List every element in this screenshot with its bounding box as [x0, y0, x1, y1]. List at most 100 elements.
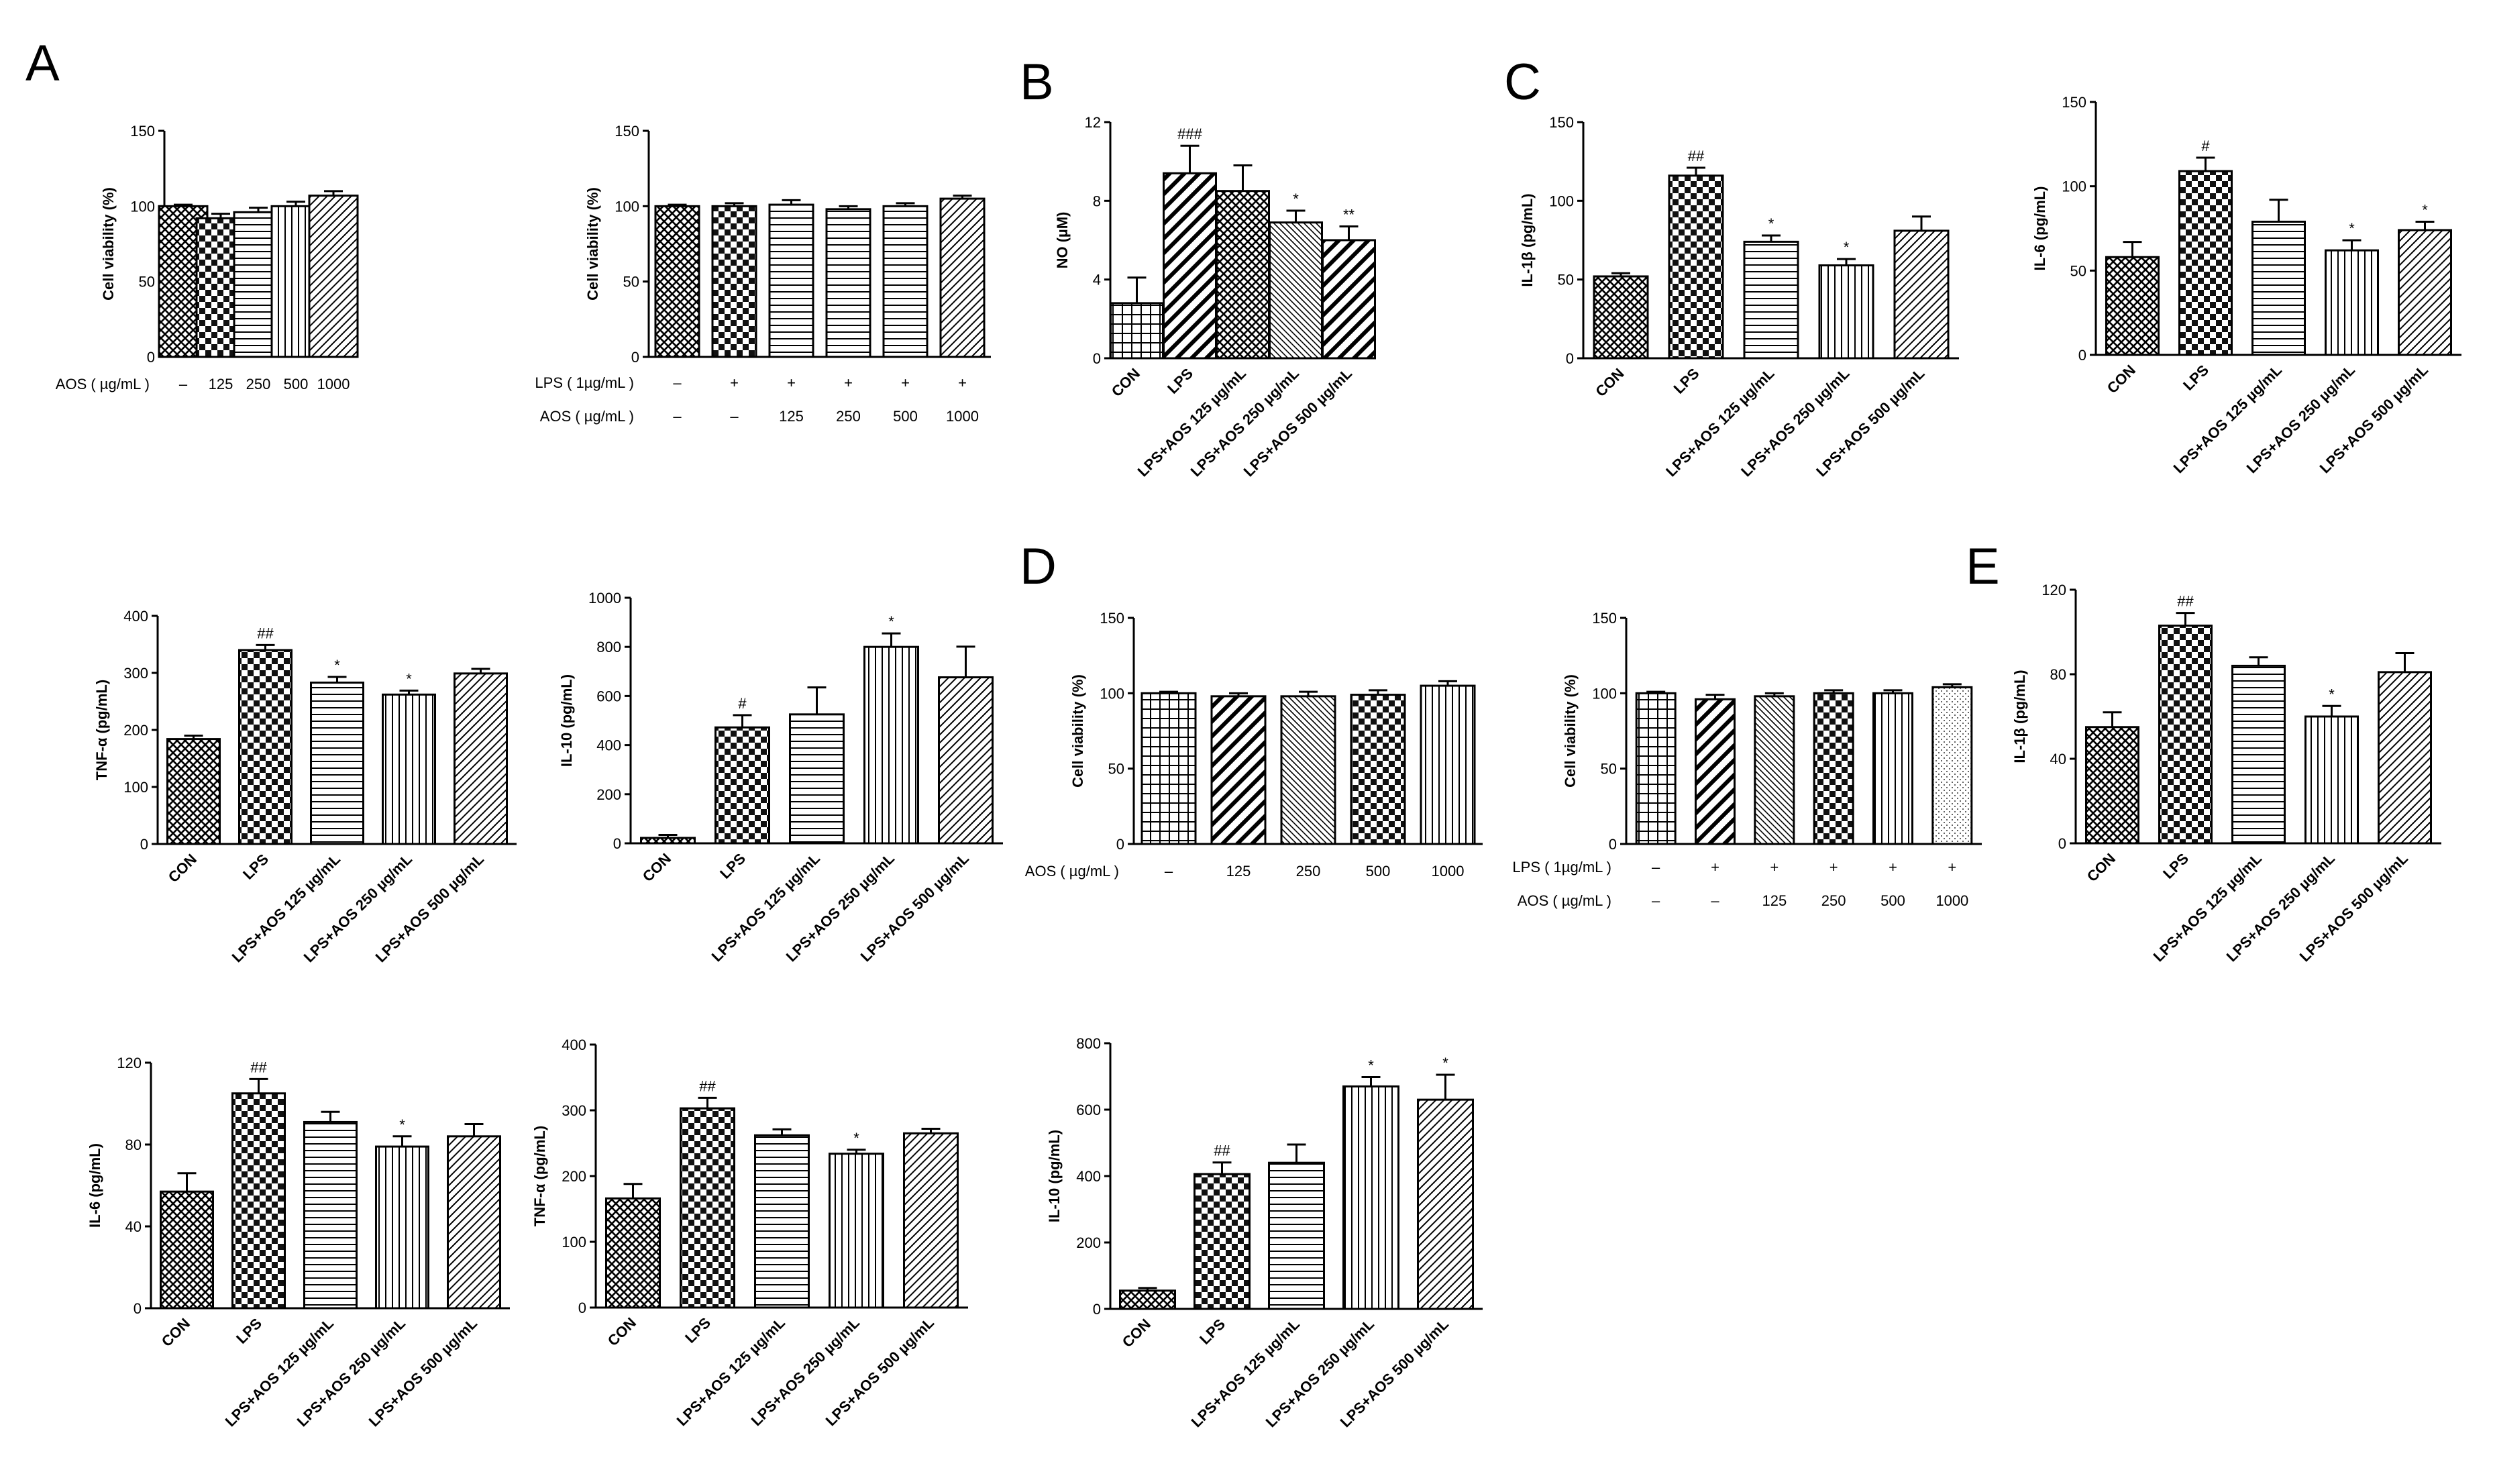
bar — [2325, 249, 2379, 356]
bar — [454, 672, 508, 845]
significance-label: * — [1442, 1055, 1448, 1071]
y-tick-label: 1000 — [588, 590, 621, 606]
bar — [1194, 1173, 1251, 1310]
bar — [1350, 694, 1406, 845]
row-value: 250 — [1296, 863, 1321, 880]
row-value: 125 — [209, 376, 233, 392]
category-label: CON — [1592, 365, 1627, 400]
row-value: + — [1711, 859, 1719, 876]
chart-d2: 0 50 100 150 Cell viability (%) LPS ( 1µg/mL … — [1512, 610, 1982, 909]
y-tick-label: 0 — [1093, 1301, 1101, 1318]
bar — [789, 713, 845, 845]
y-tick-label: 800 — [1076, 1035, 1101, 1052]
row-value: 500 — [1880, 892, 1905, 909]
y-axis-title: TNF-α (pg/mL) — [93, 680, 110, 780]
row-label: AOS ( µg/mL ) — [540, 408, 634, 425]
bar — [1342, 1085, 1399, 1310]
y-tick-label: 40 — [125, 1218, 142, 1235]
row-value: 1000 — [1935, 892, 1968, 909]
significance-label: * — [334, 657, 340, 674]
row-value: 500 — [284, 376, 309, 392]
bar — [714, 726, 770, 845]
bar — [754, 1134, 810, 1309]
bar — [1695, 698, 1736, 845]
row-label: AOS ( µg/mL ) — [1518, 892, 1611, 909]
category-label: CON — [158, 1315, 193, 1350]
bar — [1417, 1098, 1474, 1310]
bar — [1119, 1289, 1176, 1310]
bar — [1743, 240, 1799, 360]
bar — [310, 681, 364, 845]
y-tick-label: 100 — [130, 198, 155, 215]
category-label: LPS+AOS 500 µg/mL — [1240, 365, 1355, 480]
row-label: LPS ( 1µg/mL ) — [1512, 859, 1611, 876]
y-tick-label: 8 — [1093, 193, 1101, 209]
bar — [1280, 695, 1336, 845]
significance-label: * — [2422, 201, 2428, 218]
bar — [2085, 726, 2139, 845]
row-value: + — [1948, 859, 1956, 876]
bar — [375, 1145, 429, 1310]
bar — [1813, 692, 1854, 845]
y-tick-label: 0 — [631, 349, 639, 366]
row-value: 125 — [1226, 863, 1251, 880]
y-tick-label: 50 — [1558, 272, 1574, 288]
significance-label: * — [1293, 191, 1299, 207]
y-tick-label: 150 — [130, 123, 155, 140]
category-label: LPS — [233, 1315, 265, 1347]
y-tick-label: 0 — [1566, 350, 1574, 367]
row-value: 250 — [1821, 892, 1846, 909]
bar — [1322, 239, 1376, 360]
category-label: CON — [604, 1314, 639, 1349]
row-value: – — [1165, 863, 1173, 880]
panel-label-e: E — [1966, 538, 2000, 595]
significance-label: # — [2201, 138, 2210, 154]
bar — [2304, 715, 2359, 845]
row-value: 1000 — [1432, 863, 1465, 880]
row-label: AOS ( µg/mL ) — [1025, 863, 1119, 880]
bar — [2158, 625, 2213, 845]
bar — [680, 1107, 735, 1309]
bar — [1268, 1161, 1325, 1310]
bar — [2231, 664, 2286, 845]
y-tick-label: 120 — [2041, 582, 2066, 598]
y-tick-label: 4 — [1093, 272, 1101, 288]
bar — [160, 1190, 214, 1310]
y-tick-label: 0 — [2078, 347, 2086, 364]
bar — [605, 1197, 661, 1309]
category-label: LPS — [240, 851, 272, 883]
y-tick-label: 0 — [613, 835, 621, 852]
y-tick-label: 100 — [123, 779, 148, 796]
row-value: 1000 — [946, 408, 979, 425]
category-label: LPS — [1164, 365, 1196, 397]
bar — [768, 203, 814, 358]
bar — [2378, 671, 2432, 845]
bar — [1818, 264, 1874, 360]
row-value: 125 — [779, 408, 804, 425]
bar — [1141, 692, 1197, 845]
y-tick-label: 120 — [117, 1055, 142, 1071]
y-tick-label: 0 — [1093, 350, 1101, 367]
significance-label: * — [406, 670, 412, 687]
y-tick-label: 50 — [1108, 761, 1124, 778]
y-axis-title: Cell viability (%) — [100, 187, 117, 301]
bar — [825, 208, 871, 358]
category-label: LPS — [1670, 365, 1703, 397]
y-axis-title: IL-10 (pg/mL) — [1046, 1130, 1063, 1222]
bar — [640, 837, 696, 845]
chart-a1: 0 50 100 150 Cell viability (%) AOS ( µg/mL )… — [56, 123, 359, 392]
charts-layer: 0 50 100 150 Cell viability (%) AOS ( µg/mL )… — [56, 94, 2461, 1430]
y-tick-label: 0 — [147, 349, 155, 366]
y-axis-title: IL-1β (pg/mL) — [1519, 193, 1536, 286]
y-tick-label: 150 — [1592, 610, 1617, 627]
y-tick-label: 150 — [2062, 94, 2086, 111]
y-axis-title: IL-6 (pg/mL) — [2031, 187, 2048, 271]
bar — [1216, 190, 1270, 360]
category-label: LPS — [2180, 362, 2212, 394]
y-axis-title: IL-1β (pg/mL) — [2011, 670, 2028, 763]
